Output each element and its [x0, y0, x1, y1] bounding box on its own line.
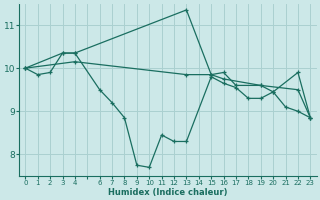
X-axis label: Humidex (Indice chaleur): Humidex (Indice chaleur): [108, 188, 228, 197]
